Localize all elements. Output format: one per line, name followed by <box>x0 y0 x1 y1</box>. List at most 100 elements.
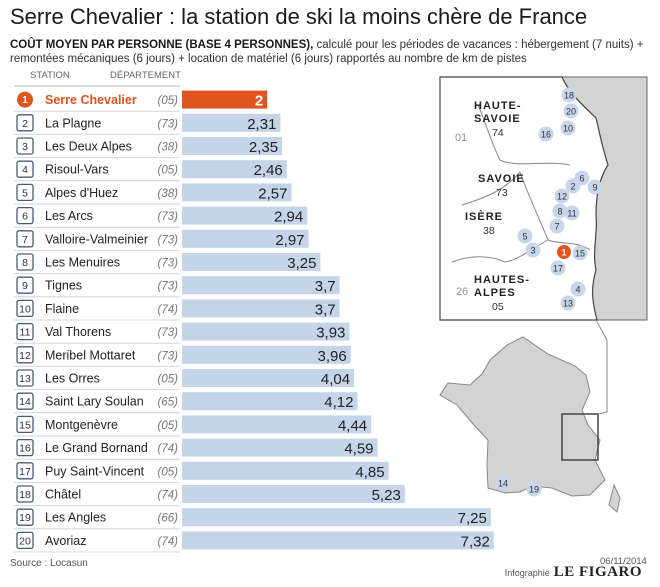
map-marker <box>549 218 565 234</box>
rank-badge <box>16 346 34 364</box>
station-departement: (66) <box>158 513 179 525</box>
station-name: Tignes <box>45 279 82 293</box>
rank-number: 5 <box>22 187 28 199</box>
region-code: 74 <box>492 127 504 139</box>
bar <box>182 113 281 132</box>
station-departement: (05) <box>158 466 179 478</box>
region-code: 38 <box>483 225 495 237</box>
bar-value-label: 4,85 <box>355 464 384 481</box>
dept-border <box>477 104 571 166</box>
station-name: Alpes d'Huez <box>45 186 118 200</box>
bar <box>182 137 283 155</box>
map-marker-label: 2 <box>570 182 575 192</box>
subtitle-bold: COÛT MOYEN PAR PERSONNE (BASE 4 PERSONNE… <box>10 39 314 51</box>
rank-number: 10 <box>19 303 31 315</box>
map-marker <box>552 203 568 219</box>
map-marker-label: 4 <box>575 285 580 295</box>
bar <box>182 90 268 109</box>
map-marker-label: 15 <box>575 249 585 259</box>
rank-badge <box>16 531 34 550</box>
france-outline <box>439 336 606 497</box>
rank-badge <box>16 508 34 526</box>
map-marker <box>570 281 586 297</box>
bar-value-label: 2,31 <box>247 116 276 133</box>
rank-number: 18 <box>19 489 31 501</box>
credit: Infographie LE FIGARO <box>505 564 642 581</box>
map-marker <box>561 87 577 103</box>
region-name: ALPES <box>474 287 516 299</box>
region-name: HAUTES- <box>474 274 530 286</box>
rank-badge <box>16 392 34 410</box>
map-marker-label: 17 <box>553 264 563 274</box>
station-name: Puy Saint-Vincent <box>45 464 145 478</box>
bar <box>182 392 358 411</box>
bar <box>182 299 340 318</box>
rank-number: 11 <box>20 327 31 339</box>
map-marker-label: 13 <box>563 299 573 309</box>
station-name: Serre Chevalier <box>45 93 137 107</box>
bar <box>182 322 350 341</box>
dept-border <box>519 171 591 251</box>
rank-number: 20 <box>19 535 31 547</box>
station-departement: (73) <box>158 281 179 293</box>
station-name: Les Arcs <box>45 209 93 223</box>
publish-date: 06/11/2014 <box>600 556 647 567</box>
rank-number: 6 <box>22 211 28 223</box>
rank-badge <box>16 114 34 132</box>
station-name: Les Deux Alpes <box>45 140 132 154</box>
station-name: Les Angles <box>45 511 106 525</box>
inset-locator-box <box>561 413 599 461</box>
station-departement: (74) <box>158 443 179 455</box>
station-name: Montgenèvre <box>45 418 118 432</box>
bar-value-label: 4,04 <box>321 371 350 388</box>
subtitle-rest: calculé pour les périodes de vacances : … <box>10 39 644 65</box>
region-code: 73 <box>496 187 508 199</box>
rank-badge <box>16 438 34 457</box>
bar <box>182 206 308 225</box>
map-marker <box>587 179 603 195</box>
station-name: Châtel <box>45 488 81 502</box>
bar-value-label: 3,25 <box>287 255 316 272</box>
rank-number: 3 <box>22 141 28 153</box>
map-marker <box>564 205 580 221</box>
map-marker <box>554 188 570 204</box>
rank-number: 13 <box>19 373 31 385</box>
map-marker <box>556 244 572 260</box>
station-departement: (73) <box>158 327 179 339</box>
bar <box>182 415 372 434</box>
station-name: Valloire-Valmeinier <box>45 232 148 246</box>
bar <box>182 461 389 480</box>
rank-number: 9 <box>22 280 28 292</box>
rank-badge <box>16 462 34 480</box>
rank-badge <box>17 91 33 108</box>
map-marker <box>550 260 566 276</box>
rank-badge <box>16 322 34 341</box>
map-marker <box>563 103 579 119</box>
rank-number: 8 <box>22 257 28 269</box>
rank-badge <box>16 183 34 202</box>
map-marker <box>565 178 581 194</box>
map-marker-label: 6 <box>579 174 584 184</box>
bar <box>182 253 321 271</box>
station-departement: (05) <box>158 165 179 177</box>
inset-connector <box>595 319 608 415</box>
map-marker <box>495 475 511 491</box>
bar-value-label: 4,12 <box>324 394 353 411</box>
bar-value-label: 3,7 <box>315 301 336 318</box>
rank-badge <box>16 160 34 178</box>
credit-label: Infographie <box>504 568 550 578</box>
bar-value-label: 7,32 <box>461 533 490 550</box>
page-title: Serre Chevalier : la station de ski la m… <box>10 4 588 29</box>
bar <box>182 229 309 248</box>
bar-value-label: 2,46 <box>254 162 283 179</box>
map-marker-label: 8 <box>557 207 562 217</box>
source-note: Source : Locasun <box>10 558 88 569</box>
region-code-other: 01 <box>455 132 467 144</box>
rank-number: 19 <box>19 512 31 524</box>
bar <box>182 369 355 387</box>
station-departement: (05) <box>158 420 179 432</box>
map-marker-label: 5 <box>522 232 527 242</box>
station-name: Meribel Mottaret <box>45 348 136 362</box>
station-departement: (38) <box>158 142 179 154</box>
